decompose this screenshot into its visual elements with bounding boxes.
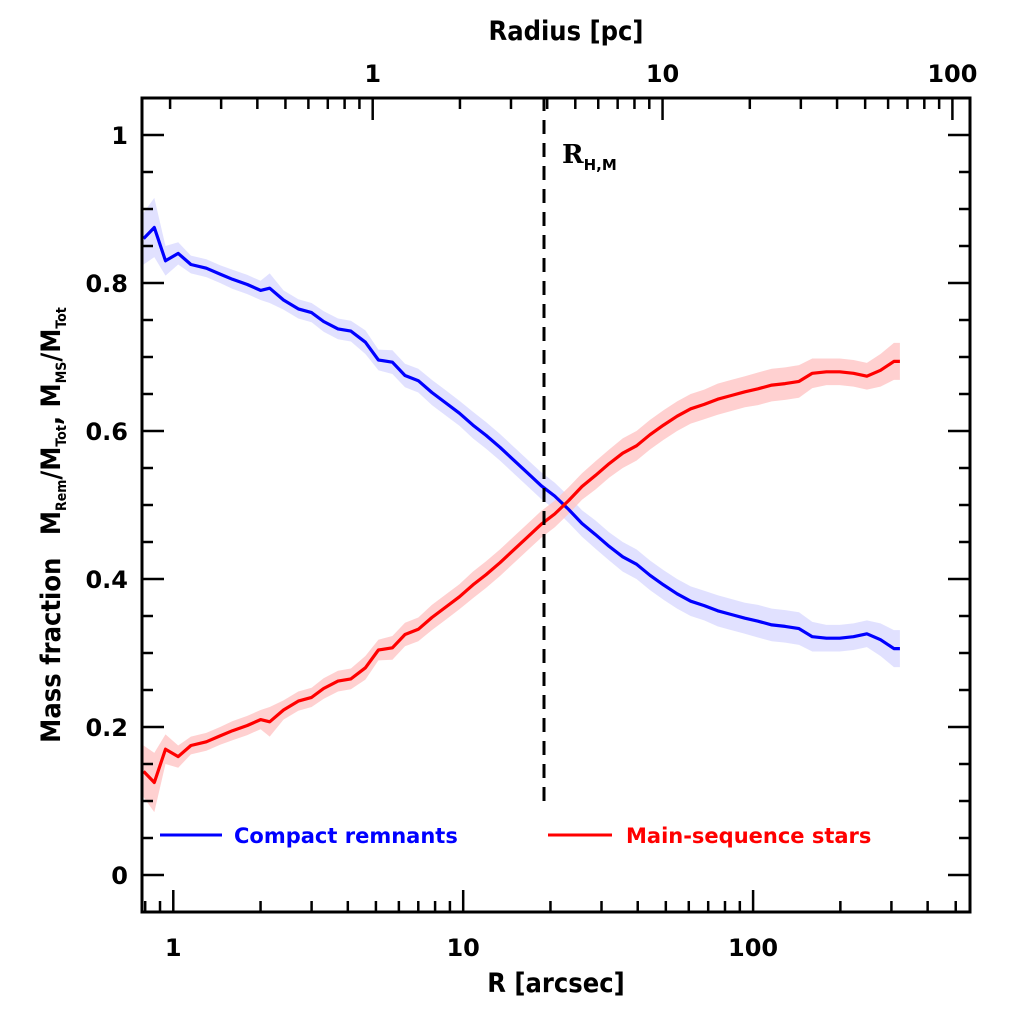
y-tick-label: 0.8: [85, 270, 128, 298]
series-lines: [142, 225, 900, 785]
x-tick-label: 100: [728, 934, 778, 962]
x-tick-label: 1: [165, 934, 182, 962]
y-axis-title-t1-sub: Tot: [54, 425, 70, 446]
y-axis-title-t2-sub: Tot: [54, 307, 70, 328]
x2-tick-label: 10: [646, 60, 679, 88]
half-mass-radius-label: RH,M: [562, 140, 617, 174]
x2-tick-label: 1: [364, 60, 381, 88]
band-compact-remnants: [143, 197, 900, 668]
line-compact-remnants: [142, 225, 900, 651]
y-axis-title-sep: ,: [36, 407, 67, 425]
svg-text:Mass fraction MRem/MTot,: Mass fraction MRem/MTot, MMS/MTot: [36, 307, 70, 743]
y-axis-title-m1-sub: Rem: [54, 480, 70, 511]
y-tick-label: 0.2: [85, 714, 128, 742]
x2-tick-labels: 1 10 100: [364, 60, 977, 88]
y-axis-title: Mass fraction MRem/MTot, MMS/MTot: [36, 307, 70, 743]
y-axis-title-slash1: /M: [36, 447, 67, 480]
y-axis-title-main: Mass fraction: [36, 558, 67, 743]
x-tick-label: 10: [446, 934, 479, 962]
y-tick-label: 0: [111, 862, 128, 890]
legend: Compact remnants Main-sequence stars: [160, 824, 871, 848]
y-axis-title-m2: M: [36, 383, 67, 407]
x2-tick-label: 100: [927, 60, 977, 88]
legend-label-compact-remnants: Compact remnants: [234, 824, 458, 848]
y-axis-title-m2-sub: MS: [54, 362, 70, 384]
y-axis-title-slash2: /M: [36, 329, 67, 362]
band-main-sequence-stars: [143, 342, 900, 813]
axis-ticks: [142, 96, 970, 914]
y-tick-label: 0.6: [85, 418, 128, 446]
legend-label-main-sequence-stars: Main-sequence stars: [626, 824, 871, 848]
x-tick-labels: 1 10 100: [165, 934, 778, 962]
line-main-sequence-stars: [142, 359, 900, 785]
y-tick-labels: 0 0.2 0.4 0.6 0.8 1: [85, 122, 128, 890]
x-axis-title: R [arcsec]: [487, 968, 624, 999]
plot-frame: [140, 96, 972, 914]
x2-axis-title: Radius [pc]: [489, 16, 644, 47]
y-tick-label: 1: [111, 122, 128, 150]
y-axis-title-m1: M: [36, 511, 67, 535]
half-mass-radius-label-sub: H,M: [584, 156, 617, 174]
y-tick-label: 0.4: [85, 566, 128, 594]
half-mass-radius-label-main: R: [562, 140, 584, 170]
